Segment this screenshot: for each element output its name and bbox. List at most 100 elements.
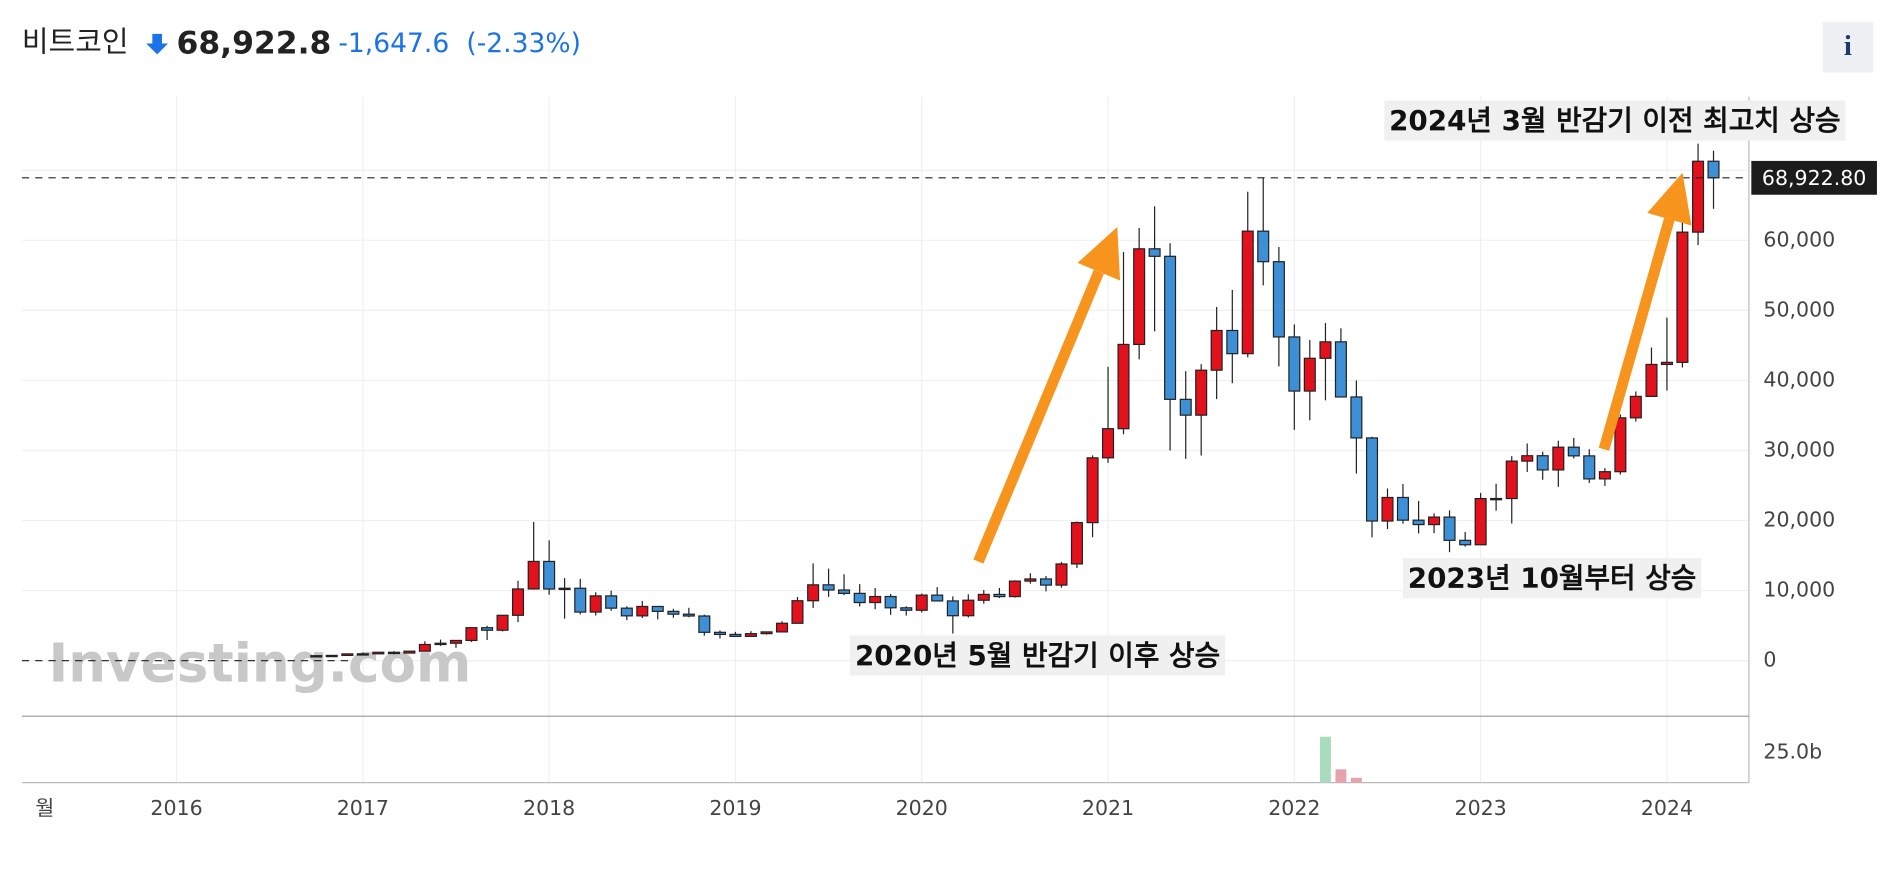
candle-body (822, 584, 835, 591)
candle-body (1241, 230, 1254, 355)
candles (21, 143, 1749, 783)
candle-body (1288, 336, 1301, 392)
candle-body (1629, 395, 1642, 419)
candle-body (977, 593, 990, 601)
candle-body (574, 587, 587, 613)
candle-body (1614, 417, 1627, 473)
candle-body (962, 599, 975, 617)
candle-body (620, 607, 633, 617)
candle-body (807, 584, 820, 602)
candle-body (744, 633, 757, 637)
watermark: Investing.com (48, 632, 471, 694)
x-tick-label: 2022 (1268, 796, 1320, 820)
instrument-name: 비트코인 (22, 24, 129, 58)
x-tick-label: 2020 (896, 796, 948, 820)
candle-body (682, 613, 695, 617)
candle-body (1164, 255, 1177, 400)
info-button[interactable] (1822, 21, 1874, 73)
last-price-label: 68,922.80 (1762, 166, 1866, 190)
x-tick-label: 2016 (150, 796, 202, 820)
candle-body (915, 594, 928, 611)
candle-body (605, 595, 618, 609)
candle-body (1303, 357, 1316, 392)
candle-body (1412, 519, 1425, 526)
x-tick-label: 2018 (523, 796, 575, 820)
volume-bar (1320, 736, 1331, 783)
candle-body (1334, 341, 1347, 398)
candle-body (1039, 578, 1053, 586)
candle-body (1521, 455, 1534, 462)
candle-body (667, 610, 680, 615)
candle-body (449, 639, 463, 644)
candle-body (869, 595, 882, 604)
x-tick-label: 2023 (1455, 796, 1507, 820)
candle-body (1008, 580, 1021, 598)
candle-body (791, 600, 804, 624)
volume-bar (1350, 777, 1362, 783)
candle-body (465, 627, 478, 642)
candle-body (325, 654, 338, 658)
candle-body (1272, 261, 1285, 338)
x-tick-label: 2021 (1082, 796, 1134, 820)
candle-body (1179, 398, 1192, 416)
candle-body (403, 650, 416, 654)
candle-body (1459, 539, 1472, 546)
candle-body (1692, 160, 1705, 233)
candle-body (1598, 471, 1611, 480)
y-tick-label: 30,000 (1763, 437, 1835, 461)
candle-body (1583, 455, 1596, 480)
candle-body (527, 560, 540, 590)
y-tick-label: 0 (1763, 648, 1776, 672)
candle-body (729, 633, 742, 637)
down-arrow-icon (146, 33, 169, 55)
arrow (973, 269, 1104, 564)
candle-body (713, 631, 727, 636)
info-icon[interactable]: i (1844, 30, 1852, 62)
arrow-head (1077, 227, 1121, 281)
candle-body (1319, 341, 1332, 359)
candle-body (636, 605, 649, 617)
price: 68,922.8 (176, 26, 331, 62)
candle-body (775, 622, 789, 633)
y-tick-label: 60,000 (1763, 227, 1835, 251)
candle-body (1676, 231, 1689, 363)
candle-body (1707, 160, 1720, 179)
y-tick-label: 40,000 (1763, 367, 1835, 391)
annotation-bg (1384, 100, 1846, 141)
candle-body (1381, 496, 1394, 522)
candle-body (1117, 343, 1130, 430)
annotation: 2023년 10월부터 상승 (1408, 562, 1697, 595)
candle-body (418, 643, 431, 652)
candle-body (884, 595, 897, 609)
candle-body (1660, 361, 1673, 366)
candle-body (838, 589, 851, 594)
annotations: 2020년 5월 반감기 이후 상승 2023년 10월부터 상승 2024년 3월… (850, 100, 1846, 676)
candle-body (496, 614, 509, 631)
candle-body (481, 627, 494, 631)
volume-bar (1335, 769, 1347, 783)
candle-body (1365, 437, 1379, 522)
candle-body (1086, 457, 1099, 524)
candle-body (1257, 230, 1270, 263)
candle-body (931, 594, 944, 602)
x-tick-label: 2019 (709, 796, 761, 820)
candle-body (853, 592, 866, 604)
annotation: 2020년 5월 반감기 이후 상승 (855, 639, 1220, 672)
price-change: -1,647.6 (338, 28, 449, 59)
volume-tick-label: 25.0b (1763, 739, 1822, 763)
candle-body (1428, 516, 1441, 526)
candle-body (651, 605, 664, 612)
candle-body (1195, 369, 1208, 416)
candle-body (1645, 363, 1658, 398)
candle-body (1070, 522, 1083, 565)
annotation-bg (1402, 558, 1702, 599)
candle-body (1567, 446, 1580, 457)
candle-body (511, 588, 525, 616)
candle-body (372, 651, 385, 655)
candle-body (1350, 396, 1363, 439)
candle-body (1505, 460, 1518, 500)
y-tick-label: 50,000 (1763, 297, 1835, 321)
candle-body (1148, 248, 1161, 257)
